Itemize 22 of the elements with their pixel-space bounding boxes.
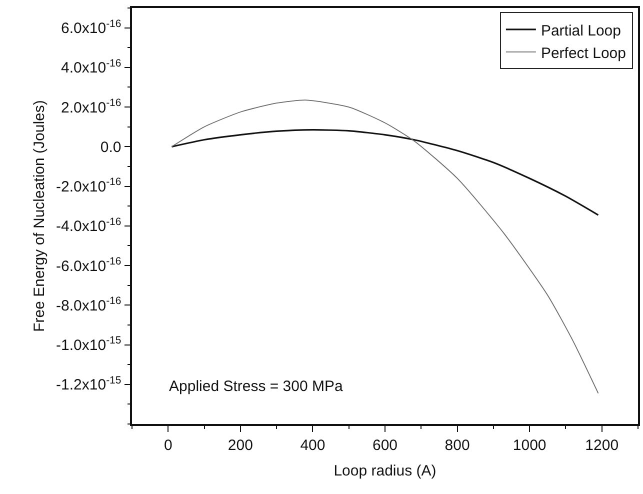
x-tick-label: 600 [372,436,398,454]
y-tick-label: -6.0x10$^{-16}$ [56,255,122,275]
x-tick-label: 800 [444,436,470,454]
y-tick-label: 6.0x10$^{-16}$ [61,18,122,38]
y-tick-label: 4.0x10$^{-16}$ [61,57,122,77]
y-tick-label: 2.0x10$^{-16}$ [61,97,122,116]
legend-label: Perfect Loop [540,44,626,62]
x-tick-label: 0 [164,436,172,454]
y-axis-title: Free Energy of Nucleation (Joules) [30,100,48,332]
y-tick-label: -1.0x10$^{-15}$ [56,334,122,354]
legend-label: Partial Loop [540,22,622,40]
y-tick-label: -8.0x10$^{-16}$ [56,295,122,314]
annotation: Applied Stress = 300 MPa [169,378,344,395]
y-tick-label: -1.2x10$^{-15}$ [56,374,122,394]
y-tick-label: -2.0x10$^{-16}$ [56,176,122,196]
x-tick-label: 1200 [585,436,619,454]
x-tick-label: 200 [228,436,253,454]
x-axis-title: Loop radius (A) [334,462,436,480]
x-tick-label: 400 [300,436,326,454]
y-tick-label: -4.0x10$^{-16}$ [56,216,122,236]
x-tick-label: 1000 [512,436,546,454]
y-tick-label: 0.0 [100,138,122,156]
